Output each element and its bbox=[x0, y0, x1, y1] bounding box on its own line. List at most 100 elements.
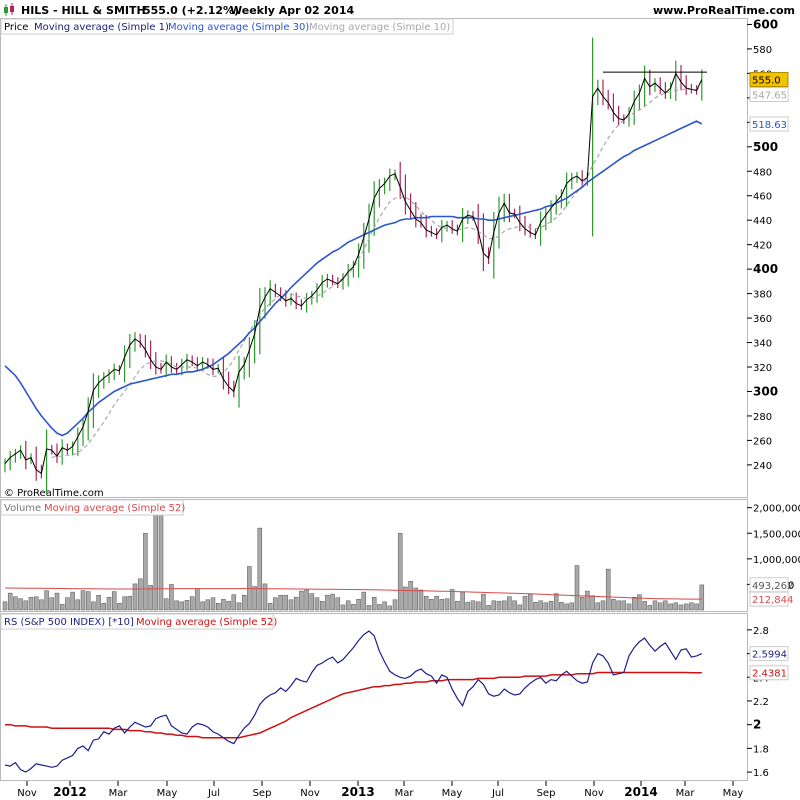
volume-bar bbox=[486, 605, 491, 611]
volume-bar bbox=[470, 600, 476, 611]
volume-bar bbox=[356, 599, 361, 611]
volume-bar bbox=[699, 584, 705, 611]
volume-bar bbox=[143, 533, 148, 611]
volume-bar bbox=[288, 599, 294, 611]
volume-bar bbox=[611, 599, 616, 611]
volume-bar bbox=[507, 596, 512, 611]
volume-bar bbox=[512, 600, 517, 611]
volume-bar bbox=[44, 590, 49, 611]
volume-bar bbox=[210, 597, 216, 611]
volume-bar bbox=[345, 600, 351, 611]
volume-bar bbox=[371, 596, 377, 611]
legend-ma10: Moving average (Simple 10) bbox=[309, 22, 450, 33]
volume-ma-line bbox=[5, 587, 702, 600]
legend-vol-ma: Moving average (Simple 52) bbox=[44, 503, 185, 514]
volume-bar bbox=[434, 595, 439, 611]
x-axis-label: 2013 bbox=[341, 785, 374, 799]
volume-bar bbox=[621, 600, 627, 611]
volume-bar bbox=[533, 602, 538, 611]
volume-bar bbox=[647, 605, 653, 611]
volume-bar bbox=[39, 599, 44, 611]
volume-bar bbox=[366, 605, 372, 611]
volume-bar bbox=[351, 604, 356, 611]
last-change: 555.0 (+2.12%) bbox=[143, 4, 239, 17]
volume-bar bbox=[49, 597, 55, 611]
volume-bar bbox=[590, 595, 595, 611]
volume-bar bbox=[226, 601, 231, 611]
website-link[interactable]: www.ProRealTime.com bbox=[653, 4, 795, 17]
volume-y-tick-label: 2,000,000 bbox=[753, 504, 800, 515]
volume-bar bbox=[403, 586, 408, 611]
volume-bar bbox=[553, 593, 559, 611]
volume-bar bbox=[252, 586, 257, 611]
price-y-tick-label: 380 bbox=[753, 290, 772, 301]
volume-bar bbox=[148, 585, 153, 611]
volume-bar bbox=[75, 599, 81, 611]
x-axis-label: Mar bbox=[109, 788, 129, 799]
volume-bar bbox=[408, 581, 413, 611]
volume-bar bbox=[605, 568, 611, 611]
volume-bar bbox=[158, 499, 164, 611]
x-axis-label: 2014 bbox=[624, 785, 657, 799]
price-y-tick-label: 240 bbox=[753, 461, 772, 472]
volume-y-tick-label: 1,000,000 bbox=[753, 555, 800, 566]
volume-bar bbox=[7, 592, 13, 611]
price-y-tick-label: 300 bbox=[753, 384, 778, 398]
volume-bar bbox=[153, 499, 159, 611]
volume-bar bbox=[132, 583, 138, 611]
volume-bar bbox=[231, 594, 237, 611]
price-y-tick-label: 480 bbox=[753, 167, 772, 178]
volume-panel-frame bbox=[0, 499, 748, 612]
volume-bar bbox=[626, 603, 632, 611]
legend-ma1: Moving average (Simple 1) bbox=[34, 22, 169, 33]
volume-bar bbox=[694, 603, 699, 611]
price-y-tick-label: 460 bbox=[753, 192, 772, 203]
legend-price: Price bbox=[4, 22, 28, 33]
legend-rs: RS (S&P 500 INDEX) [*10] bbox=[4, 617, 134, 628]
legend-rs-ma: Moving average (Simple 52) bbox=[136, 617, 277, 628]
volume-bar bbox=[304, 589, 309, 611]
volume-bar bbox=[382, 601, 387, 611]
volume-bar bbox=[574, 565, 580, 611]
volume-bar bbox=[377, 604, 382, 611]
price-y-tick-label: 600 bbox=[753, 17, 778, 31]
volume-bar bbox=[527, 593, 533, 611]
volume-bar bbox=[548, 601, 554, 611]
price-y-tick-label: 340 bbox=[753, 339, 772, 350]
volume-plot bbox=[2, 499, 705, 611]
volume-legend: Volume Moving average (Simple 52) bbox=[0, 499, 185, 516]
volume-bar bbox=[221, 599, 226, 611]
legend-volume: Volume bbox=[4, 503, 41, 514]
volume-bar bbox=[538, 600, 543, 611]
volume-bar bbox=[418, 589, 424, 611]
volume-bar bbox=[673, 602, 679, 611]
price-y-tick-label: 420 bbox=[753, 241, 772, 252]
volume-bar bbox=[91, 601, 96, 611]
volume-bar bbox=[189, 596, 195, 611]
volume-bar bbox=[283, 594, 289, 611]
volume-bar bbox=[465, 602, 471, 611]
volume-bar bbox=[13, 596, 18, 611]
rs-y-tick-label: 2.2 bbox=[753, 697, 769, 708]
volume-bar bbox=[33, 596, 39, 611]
volume-bar bbox=[299, 590, 304, 611]
volume-bar bbox=[28, 596, 34, 611]
price-y-tick-label: 280 bbox=[753, 412, 772, 423]
volume-bar bbox=[127, 595, 133, 611]
symbol-title: HILS - HILL & SMITH bbox=[21, 4, 146, 17]
volume-bar bbox=[387, 605, 393, 611]
x-axis-label: Sep bbox=[253, 788, 272, 799]
ma10-value-label-box bbox=[749, 86, 789, 102]
volume-bar bbox=[642, 601, 647, 611]
volume-bar bbox=[314, 597, 320, 611]
x-axis-label: Mar bbox=[676, 788, 696, 799]
volume-bar bbox=[65, 597, 70, 611]
volume-bar bbox=[585, 590, 590, 611]
volume-bar bbox=[205, 599, 211, 611]
last-volume-label: 493,262 bbox=[752, 581, 793, 592]
volume-bar bbox=[564, 603, 569, 611]
x-axis-label: Mar bbox=[395, 788, 415, 799]
price-y-tick-label: 440 bbox=[753, 216, 772, 227]
volume-bar bbox=[340, 604, 346, 611]
volume-bar bbox=[361, 591, 367, 611]
